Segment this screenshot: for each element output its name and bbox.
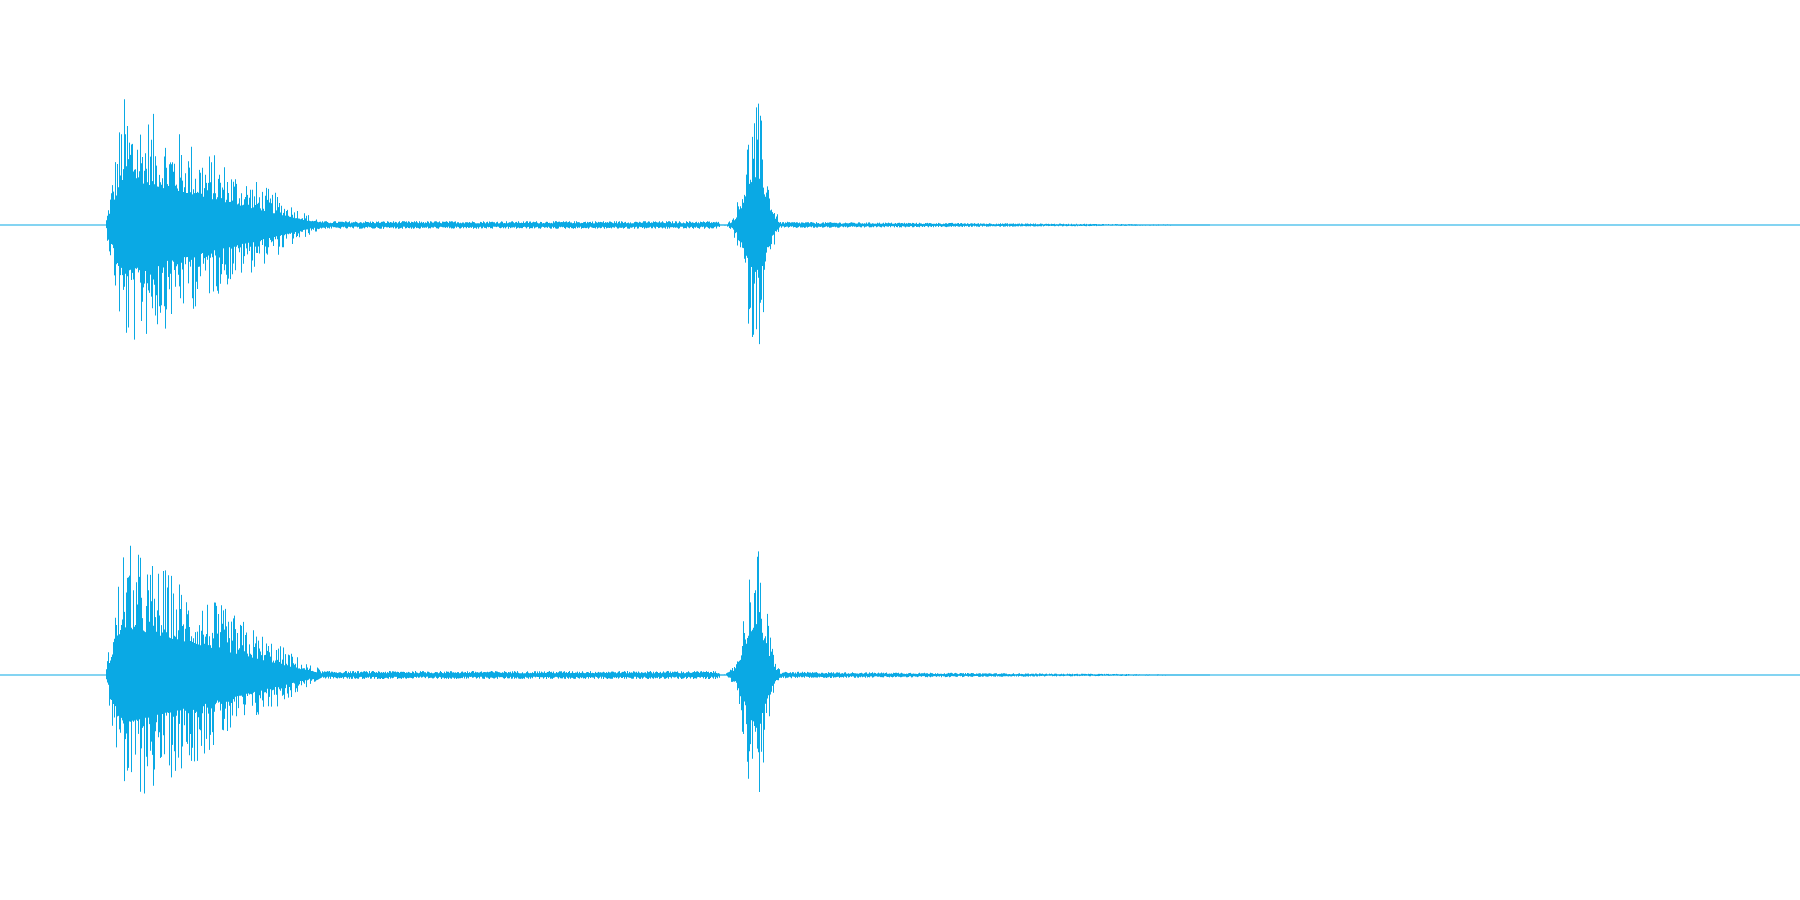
waveform bbox=[106, 545, 1210, 794]
waveform bbox=[106, 99, 1210, 345]
